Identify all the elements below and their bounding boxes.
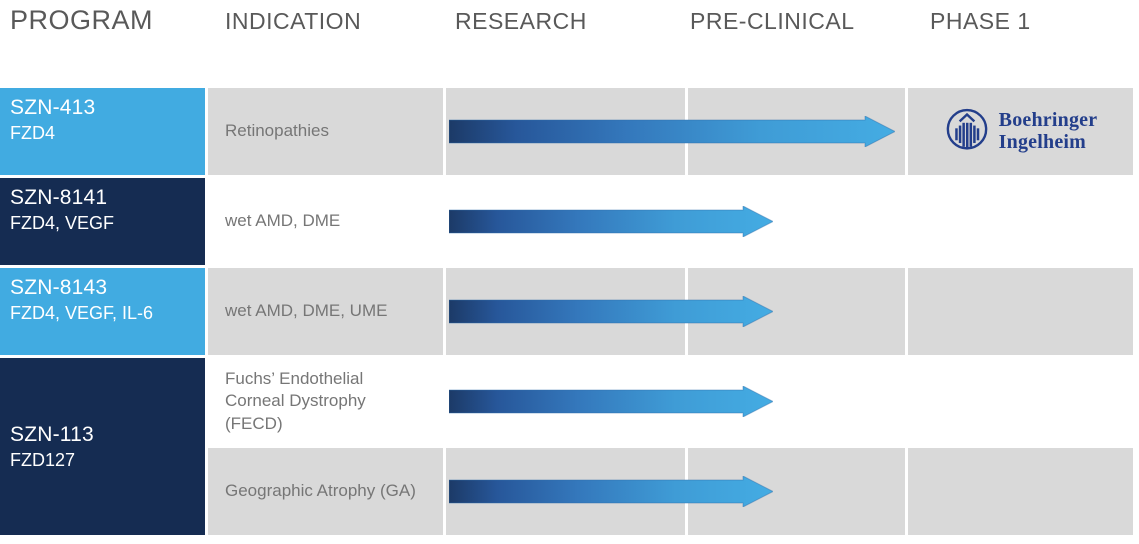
- indication-text: Retinopathies: [225, 121, 329, 141]
- program-targets: FZD127: [10, 449, 76, 470]
- bi-wordmark-line1: Boehringer: [998, 108, 1098, 131]
- boehringer-ingelheim-emblem-icon: [946, 108, 988, 150]
- program-cell-szn-8141: SZN-8141 FZD4, VEGF: [0, 178, 205, 265]
- phase1-cell: Boehringer Ingelheim: [908, 88, 1133, 175]
- program-targets: FZD4, VEGF: [10, 213, 115, 233]
- pipeline-row-szn-113-fecd: SZN-113 FZD127 Fuchs’ Endothelial Cornea…: [0, 358, 1139, 535]
- pipeline-row-szn-413: SZN-413 FZD4 Retinopathies: [0, 88, 1139, 175]
- indication-cell: wet AMD, DME: [208, 178, 443, 265]
- progress-arrow: [449, 386, 773, 417]
- bi-wordmark-line2: Ingelheim: [998, 130, 1087, 153]
- progress-arrow: [449, 476, 773, 507]
- program-cell-szn-8143: SZN-8143 FZD4, VEGF, IL-6: [0, 268, 205, 355]
- phase1-cell: [908, 448, 1133, 535]
- column-header-preclinical: PRE-CLINICAL: [690, 8, 855, 34]
- boehringer-ingelheim-logo: Boehringer Ingelheim: [944, 105, 1098, 159]
- indication-cell: Fuchs’ Endothelial Corneal Dystrophy (FE…: [208, 358, 443, 445]
- program-cell-szn-413: SZN-413 FZD4: [0, 88, 205, 175]
- column-header-indication: INDICATION: [225, 8, 362, 34]
- column-header-program: PROGRAM: [10, 5, 154, 35]
- program-targets: FZD4: [10, 123, 55, 143]
- pipeline-row-szn-113-ga: Geographic Atrophy (GA): [0, 448, 1139, 535]
- column-header-phase1: PHASE 1: [930, 8, 1031, 34]
- program-targets: FZD4, VEGF, IL-6: [10, 303, 154, 323]
- progress-arrow: [449, 206, 773, 237]
- indication-cell: Retinopathies: [208, 88, 443, 175]
- progress-arrow: [449, 296, 773, 327]
- pipeline-row-szn-8143: SZN-8143 FZD4, VEGF, IL-6 wet AMD, DME, …: [0, 268, 1139, 355]
- indication-text: Geographic Atrophy (GA): [225, 481, 416, 501]
- phase1-cell: [908, 268, 1133, 355]
- indication-text: wet AMD, DME: [225, 211, 341, 231]
- program-name: SZN-413: [10, 96, 96, 119]
- progress-arrow: [449, 116, 895, 147]
- pipeline-row-szn-8141: SZN-8141 FZD4, VEGF wet AMD, DME: [0, 178, 1139, 265]
- indication-text: wet AMD, DME, UME: [225, 301, 388, 321]
- column-header-research: RESEARCH: [455, 8, 587, 34]
- indication-cell: Geographic Atrophy (GA): [208, 448, 443, 535]
- program-cell-szn-113: SZN-113 FZD127: [0, 358, 205, 535]
- indication-cell: wet AMD, DME, UME: [208, 268, 443, 355]
- indication-text: Fuchs’ Endothelial Corneal Dystrophy (FE…: [225, 369, 366, 433]
- program-name: SZN-8143: [10, 276, 108, 299]
- boehringer-ingelheim-wordmark: Boehringer Ingelheim: [998, 108, 1098, 153]
- program-name: SZN-8141: [10, 186, 108, 209]
- program-name: SZN-113: [10, 422, 94, 446]
